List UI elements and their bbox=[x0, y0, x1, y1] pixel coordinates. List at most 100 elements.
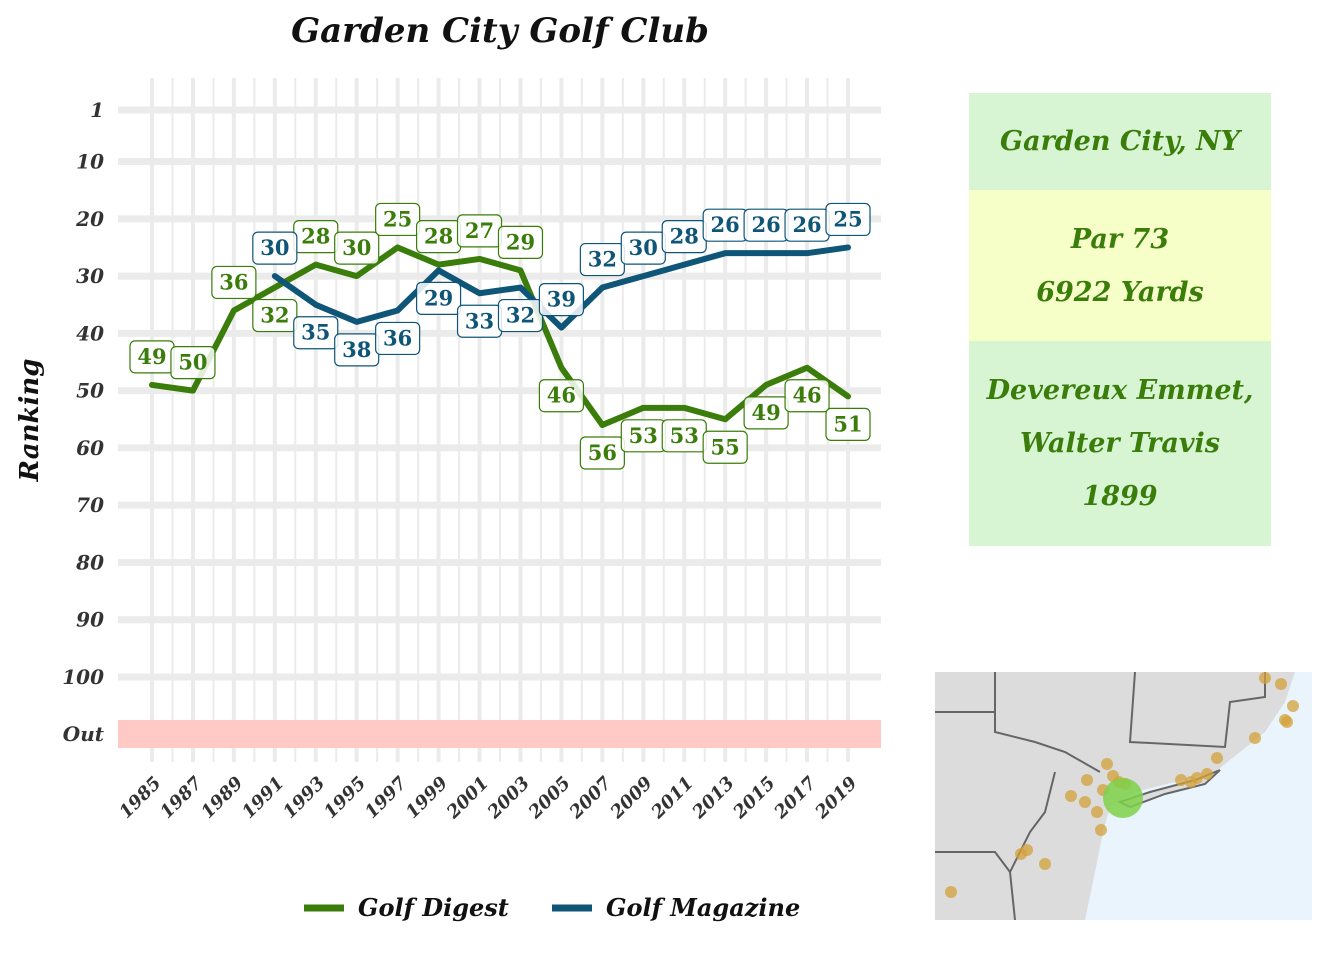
course-marker bbox=[1249, 732, 1261, 744]
map-ocean bbox=[1085, 672, 1312, 920]
course-marker bbox=[1175, 774, 1187, 786]
data-label-group: 33 bbox=[456, 304, 503, 338]
data-label: 32 bbox=[588, 247, 617, 272]
data-label-group: 53 bbox=[620, 419, 666, 453]
data-label-box bbox=[497, 225, 544, 259]
data-label-group: 32 bbox=[252, 298, 298, 333]
data-label: 26 bbox=[792, 212, 821, 237]
data-label: 28 bbox=[424, 224, 453, 249]
y-axis-ticks: 1 10 20 30 40 50 60 70 80 90 100 Out bbox=[62, 98, 105, 746]
state-border bbox=[935, 851, 1011, 873]
data-label-box bbox=[579, 436, 625, 470]
data-label: 38 bbox=[342, 337, 371, 362]
x-tick-label: 2013 bbox=[688, 773, 739, 824]
data-label-group: 39 bbox=[538, 283, 585, 317]
legend-label-0: Golf Digest bbox=[358, 893, 509, 922]
x-tick-label: 2003 bbox=[483, 773, 534, 824]
x-tick-label: 2007 bbox=[565, 772, 616, 823]
course-marker bbox=[1281, 716, 1293, 728]
x-tick-label: 1997 bbox=[361, 772, 412, 823]
data-label-group: 26 bbox=[702, 208, 748, 242]
y-tick-label: 10 bbox=[76, 150, 104, 174]
chart-title: Garden City Golf Club bbox=[291, 11, 709, 51]
data-label-group: 32 bbox=[497, 298, 544, 333]
location-text: Garden City, NY bbox=[1000, 126, 1240, 157]
data-label: 53 bbox=[629, 423, 658, 448]
y-tick-label: 90 bbox=[76, 608, 104, 632]
data-label-group: 36 bbox=[375, 321, 421, 356]
data-label: 27 bbox=[465, 218, 494, 243]
par-box: Par 73 6922 Yards bbox=[969, 190, 1271, 341]
data-label-group: 28 bbox=[661, 220, 707, 254]
data-label: 26 bbox=[752, 212, 781, 237]
data-label: 49 bbox=[752, 400, 781, 425]
data-label-box bbox=[211, 265, 257, 300]
data-label-box bbox=[538, 283, 585, 317]
state-border bbox=[1008, 771, 1056, 920]
data-label: 30 bbox=[342, 235, 371, 260]
x-tick-label: 1991 bbox=[238, 773, 288, 823]
data-label-group: 49 bbox=[743, 396, 789, 430]
x-tick-label: 2001 bbox=[442, 773, 493, 824]
data-label-group: 29 bbox=[497, 225, 544, 259]
data-label-box bbox=[334, 231, 380, 265]
y-tick-label: 20 bbox=[75, 207, 104, 231]
data-label-box bbox=[252, 298, 298, 333]
x-tick-label: 2011 bbox=[647, 773, 698, 824]
data-label-box bbox=[743, 396, 789, 430]
data-label: 56 bbox=[588, 440, 617, 465]
x-tick-label: 1985 bbox=[115, 773, 165, 823]
data-label-group: 27 bbox=[456, 214, 503, 248]
data-label-group: 35 bbox=[293, 316, 339, 350]
par-text: Par 73 bbox=[1070, 223, 1170, 255]
data-label-box bbox=[825, 407, 871, 441]
data-label-box bbox=[375, 202, 421, 237]
data-label-box bbox=[784, 379, 830, 413]
data-label-group: 30 bbox=[620, 231, 666, 265]
map-svg bbox=[935, 672, 1312, 920]
legend-label-1: Golf Magazine bbox=[606, 893, 800, 922]
data-label-group: 32 bbox=[579, 242, 625, 277]
data-label-group: 49 bbox=[129, 340, 175, 374]
year-built: 1899 bbox=[1082, 481, 1158, 512]
course-marker bbox=[1095, 824, 1107, 836]
data-label-group: 28 bbox=[415, 220, 462, 254]
data-label-group: 36 bbox=[211, 265, 257, 300]
x-tick-label: 1989 bbox=[197, 772, 248, 823]
data-label-group: 28 bbox=[293, 220, 339, 254]
course-marker bbox=[1091, 806, 1103, 818]
data-label-box bbox=[252, 231, 298, 265]
x-tick-label: 1993 bbox=[279, 773, 329, 823]
course-marker bbox=[1201, 768, 1213, 780]
y-tick-label: 100 bbox=[62, 665, 104, 689]
x-axis-ticks: 1985198719891991199319951997199920012003… bbox=[115, 772, 862, 823]
data-label-group: 56 bbox=[579, 436, 625, 470]
data-label-group: 29 bbox=[415, 281, 462, 315]
location-map bbox=[935, 672, 1312, 920]
course-marker bbox=[1079, 796, 1091, 808]
data-labels: 49 50 36 32 28 30 25 28 27 29 46 56 53 53 55 49 46 51 30 35… bbox=[129, 202, 871, 470]
data-label-group: 26 bbox=[784, 208, 830, 242]
data-label-group: 46 bbox=[538, 379, 585, 413]
x-tick-label: 2019 bbox=[811, 772, 862, 823]
data-label: 26 bbox=[711, 212, 740, 237]
data-label-box bbox=[293, 316, 339, 350]
data-label-group: 25 bbox=[375, 202, 421, 237]
data-label: 49 bbox=[137, 344, 166, 369]
architect-box: Devereux Emmet, Walter Travis 1899 bbox=[969, 341, 1271, 546]
course-marker bbox=[1015, 848, 1027, 860]
data-label-group: 26 bbox=[743, 208, 789, 242]
course-marker bbox=[1101, 758, 1113, 770]
data-label-box bbox=[538, 379, 585, 413]
course-marker bbox=[1259, 672, 1271, 684]
data-label: 28 bbox=[301, 224, 330, 249]
architect-line-1: Devereux Emmet, bbox=[986, 375, 1254, 406]
data-label-box bbox=[415, 281, 462, 315]
course-marker bbox=[1287, 700, 1299, 712]
highlighted-course-marker bbox=[1103, 778, 1143, 818]
data-label-group: 30 bbox=[252, 231, 298, 265]
course-marker bbox=[1191, 772, 1203, 784]
architect-line-2: Walter Travis bbox=[1020, 428, 1220, 459]
data-label: 55 bbox=[711, 434, 740, 459]
data-label-group: 46 bbox=[784, 379, 830, 413]
